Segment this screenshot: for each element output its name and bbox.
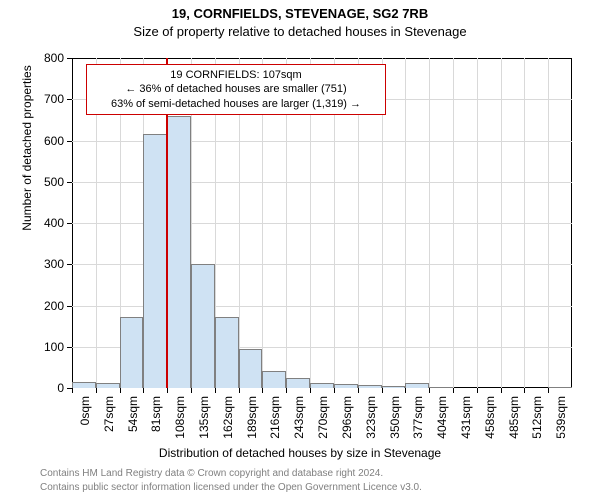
xtick-mark [429,388,430,393]
xtick-label: 27sqm [102,396,116,446]
histogram-bar [215,317,239,388]
histogram-bar [405,383,429,388]
xtick-mark [382,388,383,393]
xtick-mark [191,388,192,393]
ytick-label: 100 [34,340,64,354]
xtick-label: 377sqm [411,396,425,446]
footer-line-2: Contains public sector information licen… [40,482,422,493]
xtick-mark [334,388,335,393]
xtick-mark [405,388,406,393]
xtick-mark [167,388,168,393]
ytick-label: 700 [34,92,64,106]
chart-title-sub: Size of property relative to detached ho… [0,24,600,39]
gridline-v [453,58,454,388]
gridline-v [429,58,430,388]
callout-line: 63% of semi-detached houses are larger (… [93,97,379,111]
xtick-label: 54sqm [126,396,140,446]
xtick-label: 350sqm [388,396,402,446]
ytick-mark [67,141,72,142]
xtick-label: 189sqm [245,396,259,446]
xtick-label: 485sqm [507,396,521,446]
xtick-mark [143,388,144,393]
ytick-label: 300 [34,257,64,271]
footer-line-1: Contains HM Land Registry data © Crown c… [40,468,383,479]
xtick-label: 108sqm [173,396,187,446]
ytick-label: 400 [34,216,64,230]
xtick-label: 135sqm [197,396,211,446]
histogram-bar [96,383,120,388]
xtick-mark [453,388,454,393]
xtick-label: 81sqm [149,396,163,446]
xtick-mark [96,388,97,393]
histogram-bar [191,264,215,388]
xtick-mark [262,388,263,393]
xtick-mark [72,388,73,393]
xtick-label: 162sqm [221,396,235,446]
xtick-label: 431sqm [459,396,473,446]
histogram-bar [548,387,572,388]
xtick-label: 243sqm [292,396,306,446]
xtick-mark [215,388,216,393]
histogram-bar [120,317,144,388]
ytick-mark [67,58,72,59]
ytick-label: 500 [34,175,64,189]
xtick-label: 512sqm [530,396,544,446]
ytick-label: 200 [34,299,64,313]
histogram-bar [167,116,191,388]
xtick-mark [239,388,240,393]
xtick-label: 270sqm [316,396,330,446]
callout-line: 19 CORNFIELDS: 107sqm [93,68,379,82]
histogram-bar [72,382,96,388]
chart-title-main: 19, CORNFIELDS, STEVENAGE, SG2 7RB [0,6,600,21]
gridline-v [501,58,502,388]
ytick-mark [67,99,72,100]
gridline-v [477,58,478,388]
gridline-v [524,58,525,388]
histogram-bar [358,385,382,388]
histogram-bar [286,378,310,388]
xtick-label: 404sqm [435,396,449,446]
y-axis-label: Number of detached properties [20,0,34,313]
ytick-label: 800 [34,51,64,65]
histogram-bar [382,386,406,388]
gridline-v [548,58,549,388]
histogram-bar [310,383,334,388]
xtick-label: 296sqm [340,396,354,446]
xtick-mark [120,388,121,393]
xtick-label: 539sqm [554,396,568,446]
x-axis-label: Distribution of detached houses by size … [0,446,600,460]
histogram-bar [262,371,286,388]
ytick-mark [67,264,72,265]
histogram-bar [429,387,453,388]
histogram-bar [334,384,358,388]
xtick-mark [501,388,502,393]
xtick-mark [358,388,359,393]
gridline-v [405,58,406,388]
xtick-mark [286,388,287,393]
callout-box: 19 CORNFIELDS: 107sqm← 36% of detached h… [86,64,386,115]
xtick-label: 0sqm [78,396,92,446]
histogram-bar [239,349,263,388]
xtick-mark [548,388,549,393]
ytick-mark [67,347,72,348]
ytick-mark [67,223,72,224]
callout-line: ← 36% of detached houses are smaller (75… [93,82,379,96]
xtick-mark [310,388,311,393]
ytick-label: 0 [34,381,64,395]
ytick-label: 600 [34,134,64,148]
xtick-label: 323sqm [364,396,378,446]
histogram-bar [143,134,167,388]
xtick-label: 458sqm [483,396,497,446]
xtick-mark [477,388,478,393]
xtick-label: 216sqm [268,396,282,446]
ytick-mark [67,306,72,307]
ytick-mark [67,182,72,183]
xtick-mark [524,388,525,393]
